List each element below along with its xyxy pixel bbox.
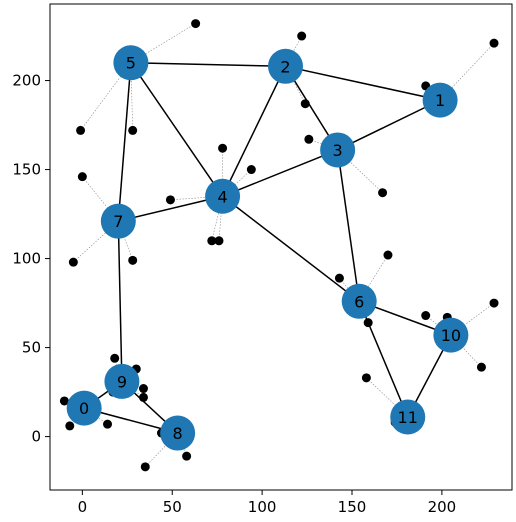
data-point-32: [65, 421, 75, 431]
data-point-13: [214, 236, 224, 246]
y-tick-label-0: 0: [31, 428, 41, 446]
x-axis: 0 50 100 150 200: [78, 490, 457, 516]
y-tick-label-150: 150: [12, 161, 41, 179]
data-point-33: [103, 419, 113, 429]
data-point-26: [110, 353, 120, 363]
data-point-18: [334, 273, 344, 283]
x-tick-label-200: 200: [428, 498, 457, 516]
edge-2-1: [285, 65, 441, 101]
node-2: [267, 48, 303, 84]
data-point-15: [68, 257, 78, 267]
guide-line-2-4: [285, 66, 306, 104]
points-layer: [59, 19, 499, 472]
edge-5-7: [117, 62, 132, 222]
node-label-7: 7: [113, 212, 123, 231]
edge-4-6: [222, 195, 360, 302]
data-point-2: [128, 125, 138, 135]
y-tick-label-100: 100: [12, 250, 41, 268]
node-10: [433, 317, 469, 353]
data-point-1: [76, 125, 86, 135]
edge-5-2: [130, 61, 286, 68]
node-label-9: 9: [117, 372, 127, 391]
node-6: [341, 283, 377, 319]
node-5: [113, 45, 149, 81]
nodes-layer: 0 1 2 3 4 5 6 7 8 9 10 11: [66, 45, 469, 451]
x-tick-label-0: 0: [78, 498, 88, 516]
guide-line-4-10: [222, 169, 252, 197]
node-11: [390, 399, 426, 435]
edges-layer: [83, 61, 452, 434]
data-point-19: [363, 318, 373, 328]
data-point-31: [59, 396, 69, 406]
edge-4-3: [222, 149, 338, 197]
guide-line-11-24: [366, 377, 408, 418]
data-point-7: [304, 134, 314, 144]
data-point-17: [383, 250, 393, 260]
data-point-8: [378, 188, 388, 198]
node-0: [66, 390, 102, 426]
node-label-3: 3: [333, 141, 343, 160]
node-3: [320, 132, 356, 168]
x-tick-label-150: 150: [338, 498, 367, 516]
data-point-28: [138, 384, 148, 394]
y-tick-label-50: 50: [22, 339, 41, 357]
edge-3-1: [337, 99, 441, 151]
guide-line-7-16: [118, 221, 133, 261]
data-point-22: [489, 298, 499, 308]
edge-2-4: [221, 65, 287, 197]
data-point-36: [140, 462, 150, 472]
data-point-23: [476, 362, 486, 372]
data-point-35: [182, 451, 192, 461]
data-point-5: [489, 38, 499, 48]
node-8: [160, 415, 196, 451]
node-label-4: 4: [217, 187, 227, 206]
node-label-2: 2: [280, 57, 290, 76]
node-label-5: 5: [126, 54, 136, 73]
edge-5-4: [130, 62, 224, 197]
data-point-0: [191, 19, 201, 29]
node-label-11: 11: [398, 408, 418, 427]
data-point-3: [297, 31, 307, 41]
guide-line-5-2: [130, 62, 133, 131]
y-axis: 0 50 100 150 200: [12, 72, 50, 446]
guide-line-7-14: [82, 176, 119, 222]
node-4: [205, 178, 241, 214]
data-point-4: [300, 99, 310, 109]
data-point-11: [165, 195, 175, 205]
data-point-9: [218, 143, 228, 153]
guide-line-1-5: [439, 42, 495, 101]
edge-7-9: [117, 221, 123, 382]
node-label-6: 6: [354, 292, 364, 311]
node-label-1: 1: [435, 91, 445, 110]
data-point-14: [77, 172, 87, 182]
data-point-16: [128, 255, 138, 265]
node-label-8: 8: [173, 424, 183, 443]
data-point-12: [207, 236, 217, 246]
x-tick-label-100: 100: [248, 498, 277, 516]
edge-7-4: [118, 195, 223, 222]
x-tick-label-50: 50: [163, 498, 182, 516]
node-1: [422, 82, 458, 118]
y-tick-label-200: 200: [12, 72, 41, 90]
data-point-24: [361, 373, 371, 383]
data-point-29: [138, 392, 148, 402]
data-point-20: [421, 311, 431, 321]
node-9: [104, 363, 140, 399]
node-label-10: 10: [441, 326, 461, 345]
node-7: [100, 203, 136, 239]
edge-3-6: [336, 149, 360, 302]
data-point-10: [246, 165, 256, 175]
node-label-0: 0: [79, 399, 89, 418]
guide-line-7-15: [73, 220, 119, 263]
